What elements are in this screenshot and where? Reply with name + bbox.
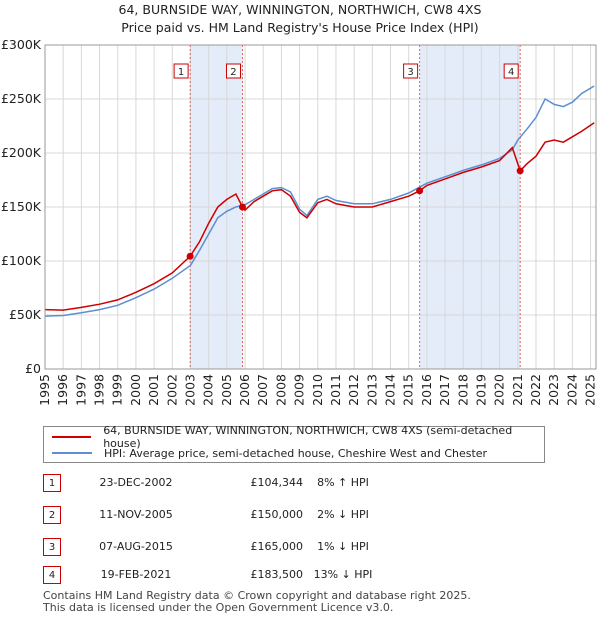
x-tick-label: 2003	[182, 374, 197, 406]
transaction-date: 07-AUG-2015	[99, 540, 173, 553]
marker-label: 4	[508, 67, 514, 78]
x-tick-label: 2022	[528, 374, 543, 406]
marker-label: 3	[407, 67, 413, 78]
x-tick-label: 2010	[310, 374, 325, 406]
y-tick-label: £100K	[1, 253, 42, 268]
x-tick-label: 2021	[510, 374, 525, 406]
series-line-property	[44, 122, 595, 311]
sale-point	[516, 167, 524, 175]
y-tick-label: £300K	[1, 37, 42, 52]
x-tick-label: 2007	[255, 374, 270, 406]
legend-label-property: 64, BURNSIDE WAY, WINNINGTON, NORTHWICH,…	[103, 424, 513, 450]
transaction-price: £150,000	[250, 508, 304, 521]
marker-label-box	[503, 63, 519, 79]
x-tick-label: 2001	[146, 374, 161, 406]
x-tick-label: 2023	[546, 374, 561, 406]
chart-title: 64, BURNSIDE WAY, WINNINGTON, NORTHWICH,…	[119, 2, 482, 17]
legend-label-hpi: HPI: Average price, semi-detached house,…	[104, 446, 488, 460]
legend: 64, BURNSIDE WAY, WINNINGTON, NORTHWICH,…	[43, 424, 545, 463]
x-tick-label: 2004	[201, 374, 216, 406]
legend-item-property: 64, BURNSIDE WAY, WINNINGTON, NORTHWICH,…	[52, 424, 544, 450]
x-tick-label: 2011	[328, 374, 343, 406]
footer-copyright: Contains HM Land Registry data © Crown c…	[43, 589, 471, 602]
x-tick-label: 2025	[583, 374, 598, 406]
transaction-price: £183,500	[250, 568, 304, 581]
marker-label: 2	[230, 67, 236, 78]
sale-point	[186, 252, 194, 260]
transaction-number: 2	[43, 506, 61, 524]
y-tick-label: £200K	[1, 145, 42, 160]
transaction-price: £104,344	[250, 476, 304, 489]
x-tick-label: 2000	[128, 374, 143, 406]
marker-label-box	[403, 63, 419, 79]
legend-swatch-property	[52, 436, 92, 438]
x-tick-label: 2005	[219, 374, 234, 406]
x-tick-label: 2008	[273, 374, 288, 406]
marker-label: 1	[178, 67, 184, 78]
marker-label-box	[173, 63, 189, 79]
y-tick-label: £250K	[1, 91, 42, 106]
legend-swatch-hpi	[52, 452, 92, 454]
y-tick-label: £0	[25, 361, 41, 376]
transaction-price: £165,000	[250, 540, 304, 553]
transaction-number: 3	[43, 538, 61, 556]
sale-point	[416, 187, 424, 195]
x-tick-label: 2013	[364, 374, 379, 406]
transaction-number: 1	[43, 474, 61, 492]
legend-item-hpi: HPI: Average price, semi-detached house,…	[52, 445, 487, 461]
transaction-hpi: 13% ↓ HPI	[313, 568, 373, 581]
x-tick-label: 2012	[346, 374, 361, 406]
chart-subtitle: Price paid vs. HM Land Registry's House …	[121, 20, 478, 35]
transaction-hpi: 2% ↓ HPI	[317, 508, 369, 521]
transaction-hpi: 8% ↑ HPI	[317, 476, 369, 489]
y-tick-label: £50K	[9, 307, 42, 322]
plot-frame	[44, 44, 597, 370]
x-tick-label: 2016	[419, 374, 434, 406]
sale-point	[238, 203, 246, 211]
transaction-date: 19-FEB-2021	[100, 568, 172, 581]
transaction-number: 4	[43, 566, 61, 584]
footer-licence: This data is licensed under the Open Gov…	[43, 601, 394, 614]
x-tick-label: 1997	[73, 374, 88, 406]
price-chart: 64, BURNSIDE WAY, WINNINGTON, NORTHWICH,…	[1, 2, 598, 406]
x-tick-label: 2019	[473, 374, 488, 406]
transaction-date: 23-DEC-2002	[99, 476, 173, 489]
marker-label-box	[225, 63, 241, 79]
x-tick-label: 2020	[492, 374, 507, 406]
x-tick-label: 2015	[401, 374, 416, 406]
y-tick-label: £150K	[1, 199, 42, 214]
x-tick-label: 2009	[292, 374, 307, 406]
x-tick-label: 2006	[237, 374, 252, 406]
x-tick-label: 2002	[164, 374, 179, 406]
x-tick-label: 2017	[437, 374, 452, 406]
transaction-hpi: 1% ↓ HPI	[317, 540, 369, 553]
x-tick-label: 2024	[564, 374, 579, 406]
x-tick-label: 2014	[383, 374, 398, 406]
series-line-hpi	[44, 85, 595, 317]
transaction-date: 11-NOV-2005	[99, 508, 173, 521]
x-tick-label: 1999	[110, 374, 125, 406]
x-tick-label: 2018	[455, 374, 470, 406]
x-tick-label: 1998	[92, 374, 107, 406]
x-tick-label: 1995	[37, 374, 52, 406]
x-tick-label: 1996	[55, 374, 70, 406]
